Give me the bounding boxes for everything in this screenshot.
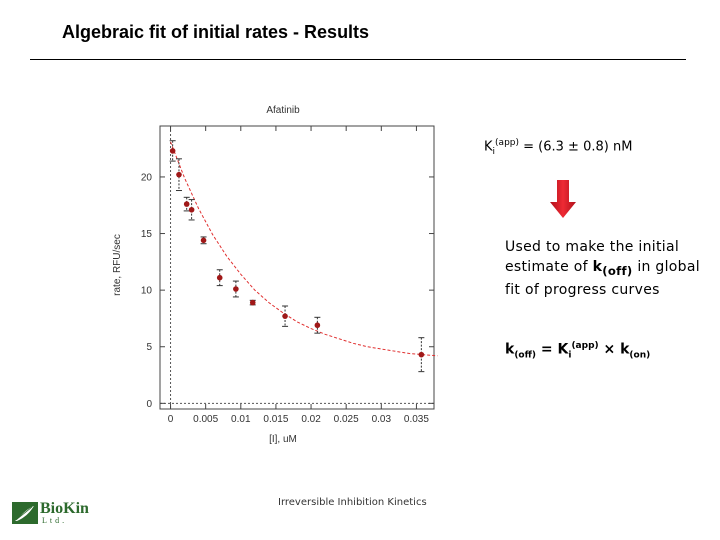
rate-chart: Afatinib 0 5 10 15 20 0 0.005 0.01 0.015 0.02 0.02… <box>112 105 438 445</box>
data-point <box>200 237 207 244</box>
note-k-sub: (off) <box>602 263 633 278</box>
x-tick-label: 0.01 <box>231 414 251 425</box>
note-k: k <box>592 258 603 275</box>
footer-text: Irreversible Inhibition Kinetics <box>278 497 427 508</box>
note-line-1: Used to make the initial estimate of <box>505 239 680 275</box>
x-tick-label: 0.025 <box>334 414 359 425</box>
formula-koff-sub: (off) <box>514 350 537 361</box>
data-point <box>233 286 239 292</box>
data-point <box>314 322 321 329</box>
x-tick-label: 0.035 <box>404 414 429 425</box>
ki-symbol: K <box>484 139 493 155</box>
ki-subscript: i <box>492 146 496 157</box>
data-point <box>418 351 425 358</box>
ki-result: Ki(app) = (6.3 ± 0.8) nM <box>484 138 632 157</box>
formula-eq: = K <box>536 341 569 358</box>
slide-title: Algebraic fit of initial rates - Results <box>62 22 370 42</box>
fit-curve-layer <box>170 141 438 357</box>
chart-title: Afatinib <box>266 105 300 116</box>
chart-panel: Afatinib 0 5 10 15 20 0 0.005 0.01 0.015 0.02 0.02… <box>96 99 466 451</box>
note-text: Used to make the initial estimate of k(o… <box>505 238 705 300</box>
fit-curve <box>170 141 438 357</box>
down-arrow-icon <box>550 180 576 218</box>
biokin-logo: BioKin Ltd. <box>12 500 92 528</box>
koff-formula: k(off) = Ki(app) × k(on) <box>505 341 650 360</box>
plot-axes: 0 5 10 15 20 0 0.005 0.01 0.015 0.02 0.025 0.03 0.03… <box>141 126 434 425</box>
data-point <box>176 171 182 178</box>
data-point <box>282 313 288 319</box>
note-line-2: in global fit of progress curves <box>505 258 700 298</box>
data-point <box>188 206 195 213</box>
y-tick-label: 0 <box>146 399 152 410</box>
logo-subtitle: Ltd. <box>42 516 68 525</box>
ki-value: = (6.3 ± 0.8) nM <box>519 139 633 155</box>
title-divider <box>30 59 686 60</box>
x-tick-label: 0.03 <box>372 414 392 425</box>
y-tick-label: 10 <box>141 286 153 297</box>
data-point <box>183 201 190 207</box>
data-point <box>216 274 223 281</box>
x-tick-label: 0.015 <box>263 414 288 425</box>
formula-times: × k <box>598 341 630 358</box>
ki-superscript: (app) <box>495 138 520 148</box>
y-tick-label: 15 <box>141 229 153 240</box>
x-tick-label: 0.005 <box>193 414 218 425</box>
y-tick-label: 5 <box>146 342 152 353</box>
data-points-layer <box>169 140 425 373</box>
data-point <box>169 148 176 154</box>
leaf-logo-icon <box>12 502 38 524</box>
plot-frame <box>159 125 435 410</box>
formula-kon-sub: (on) <box>629 350 651 361</box>
formula-ki-sub: i <box>568 350 572 361</box>
y-tick-label: 20 <box>141 172 153 183</box>
logo-name: BioKin <box>40 500 89 517</box>
y-axis-label: rate, RFU/sec <box>112 234 123 296</box>
x-axis-label: [I], uM <box>269 434 297 445</box>
x-tick-label: 0.02 <box>301 414 321 425</box>
formula-ki-sup: (app) <box>571 341 599 351</box>
plot-border <box>159 125 435 410</box>
data-point <box>249 299 256 306</box>
formula-k: k <box>505 341 515 358</box>
x-tick-label: 0 <box>168 414 174 425</box>
